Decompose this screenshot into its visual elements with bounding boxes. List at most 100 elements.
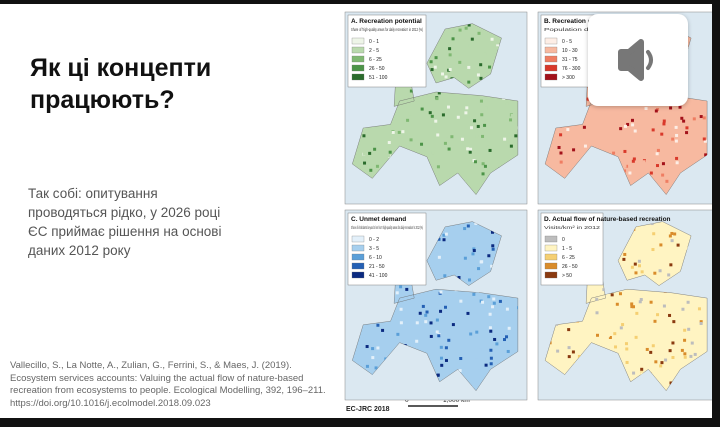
map-cell — [445, 325, 449, 329]
map-cell — [475, 330, 479, 334]
legend-label: 6 - 25 — [369, 57, 382, 63]
legend-swatch — [544, 55, 558, 63]
map-cell — [439, 309, 443, 313]
map-cell — [424, 313, 428, 317]
map-cell — [509, 118, 513, 122]
map-cell — [469, 147, 473, 151]
map-cell — [436, 373, 440, 377]
map-cell — [472, 249, 476, 253]
map-cell — [437, 334, 441, 338]
map-cell — [561, 358, 565, 362]
map-cell — [437, 255, 441, 259]
map-cell — [427, 96, 431, 100]
map-cell — [435, 330, 439, 334]
map-cell — [687, 327, 691, 331]
map-cell — [489, 356, 493, 360]
map-cell — [465, 178, 469, 182]
legend-swatch — [544, 46, 558, 54]
legend-label: 0 - 1 — [369, 39, 379, 45]
map-cell — [661, 173, 665, 177]
citation: Vallecillo, S., La Notte, A., Zulian, G.… — [10, 360, 326, 409]
map-cell — [464, 26, 468, 30]
map-cell — [656, 148, 660, 152]
map-cell — [489, 329, 493, 333]
map-cell — [443, 305, 447, 309]
map-cell — [430, 68, 434, 72]
map-cell — [584, 122, 588, 126]
map-cell — [447, 147, 451, 151]
map-cell — [448, 53, 452, 57]
map-cell — [632, 157, 636, 161]
legend-label: 0 - 2 — [369, 237, 379, 243]
map-cell — [465, 106, 469, 110]
legend-swatch — [351, 244, 365, 252]
map-cell — [567, 346, 571, 350]
map-cell — [448, 68, 452, 72]
credit: EC-JRC 2018 — [346, 406, 390, 413]
map-cell — [674, 139, 678, 143]
map-cell — [586, 97, 590, 101]
legend-label: 41 - 100 — [369, 273, 388, 279]
map-cell — [567, 328, 571, 332]
map-cell — [608, 335, 612, 339]
map-cell — [571, 136, 575, 140]
map-cell — [471, 252, 475, 256]
map-cell — [466, 147, 470, 151]
map-cell — [662, 119, 666, 123]
map-cell — [553, 356, 557, 360]
map-cell — [631, 159, 635, 163]
map-cell — [370, 329, 374, 333]
legend-label: 2 - 5 — [369, 48, 379, 54]
legend-label: > 50 — [562, 273, 572, 279]
map-cell — [697, 307, 701, 311]
legend-label: 0 - 5 — [562, 39, 572, 45]
map-cell — [680, 348, 684, 352]
map-cell — [527, 238, 530, 241]
map-cell — [457, 275, 461, 279]
map-cell — [551, 350, 555, 354]
map-cell — [630, 305, 634, 309]
map-cell — [605, 293, 609, 297]
map-cell — [449, 254, 453, 258]
map-cell — [408, 112, 412, 116]
map-cell — [484, 106, 488, 110]
map-cell — [469, 332, 473, 336]
legend-label: 6 - 25 — [562, 255, 575, 261]
map-cell — [479, 260, 483, 264]
map-cell — [488, 326, 492, 330]
map-cell — [667, 273, 671, 277]
map-cell — [559, 133, 563, 137]
map-cell — [450, 135, 454, 139]
map-cell — [583, 144, 587, 148]
map-cell — [431, 151, 435, 155]
map-cell — [559, 160, 563, 164]
map-cell — [444, 346, 448, 350]
map-cell — [481, 162, 485, 166]
map-cell — [479, 99, 483, 103]
map-cell — [467, 23, 471, 27]
map-cell — [488, 148, 492, 152]
map-cell — [401, 130, 405, 134]
map-cell — [430, 114, 434, 118]
map-cell — [425, 310, 429, 314]
map-cell — [582, 125, 586, 129]
map-cell — [381, 328, 385, 332]
panel-subtitle: Visits/km² in 2012 — [544, 225, 601, 230]
audio-overlay[interactable] — [588, 14, 688, 106]
map-cell — [490, 230, 494, 234]
map-cell — [406, 118, 410, 122]
map-cell — [397, 130, 401, 134]
map-cell — [637, 259, 641, 263]
map-cell — [660, 361, 664, 365]
map-cell — [608, 121, 612, 125]
map-cell — [690, 341, 694, 345]
map-cell — [429, 60, 433, 64]
map-cell — [606, 334, 610, 338]
map-cell — [652, 232, 656, 236]
map-cell — [483, 123, 487, 127]
legend-label: 0 — [562, 237, 565, 243]
map-cell — [669, 106, 673, 110]
map-cell — [396, 332, 400, 336]
map-cell — [561, 336, 565, 340]
map-cell — [463, 38, 467, 42]
